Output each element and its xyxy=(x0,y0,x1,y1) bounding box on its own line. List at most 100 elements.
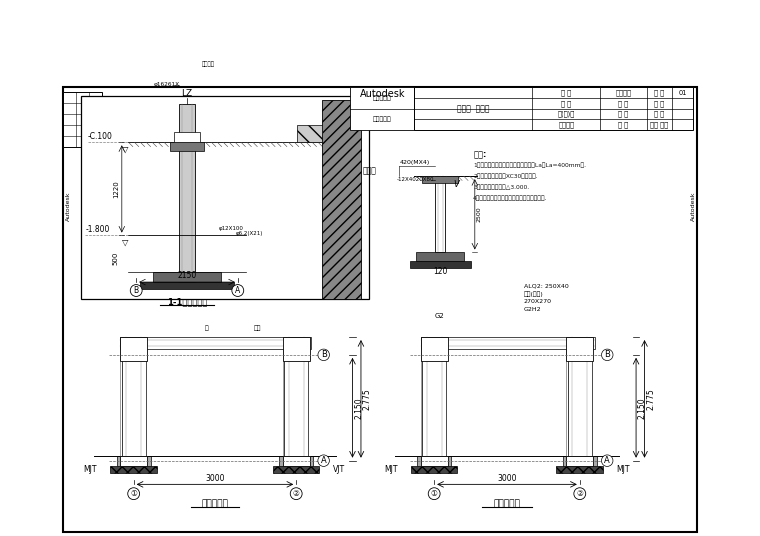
Text: 2.775: 2.775 xyxy=(646,388,655,410)
Text: 2150: 2150 xyxy=(177,271,197,280)
Text: 目 层: 目 层 xyxy=(654,110,664,117)
Text: B: B xyxy=(604,351,610,359)
Text: 图纸 内容: 图纸 内容 xyxy=(651,121,668,128)
Text: 270X270: 270X270 xyxy=(524,299,552,304)
Text: 图构件说: 图构件说 xyxy=(202,61,215,67)
Text: ▽: ▽ xyxy=(122,238,128,247)
Text: VJT: VJT xyxy=(333,465,345,474)
Text: ①: ① xyxy=(431,489,438,498)
Bar xyxy=(284,337,308,456)
Bar xyxy=(435,176,445,252)
Bar xyxy=(420,456,448,466)
Circle shape xyxy=(574,488,586,500)
Text: 审 查: 审 查 xyxy=(619,121,629,128)
Text: A: A xyxy=(604,456,610,465)
Bar xyxy=(297,125,322,143)
Text: 覆: 覆 xyxy=(204,326,208,331)
Bar xyxy=(279,456,313,466)
Text: 4、此样子宜仔量最最层现场实际尺寸平相定.: 4、此样子宜仔量最最层现场实际尺寸平相定. xyxy=(473,196,548,202)
Text: 500: 500 xyxy=(112,252,119,265)
Text: 2.775: 2.775 xyxy=(363,388,372,410)
Text: -C.100: -C.100 xyxy=(88,132,112,140)
Bar xyxy=(423,176,458,183)
Bar xyxy=(568,337,591,456)
Text: Autodesk: Autodesk xyxy=(691,191,695,221)
Text: 混凝土: 混凝土 xyxy=(363,167,377,175)
Bar xyxy=(417,456,451,466)
Text: 120: 120 xyxy=(433,266,448,276)
Text: A: A xyxy=(235,286,240,295)
Text: G2H2: G2H2 xyxy=(524,307,542,311)
Text: 平图页  基础图: 平图页 基础图 xyxy=(457,104,489,113)
Text: 图建主人: 图建主人 xyxy=(559,121,575,128)
Text: MJT: MJT xyxy=(384,465,397,474)
Text: 及 计: 及 计 xyxy=(619,110,629,117)
Text: Autodesk: Autodesk xyxy=(66,191,71,221)
Bar xyxy=(153,272,221,282)
Text: 详图比例图: 详图比例图 xyxy=(372,116,391,122)
Text: ①: ① xyxy=(130,489,137,498)
Text: 1220: 1220 xyxy=(113,180,119,198)
Text: B: B xyxy=(321,351,327,359)
Bar xyxy=(120,456,147,466)
Text: 420(MX4): 420(MX4) xyxy=(400,160,429,165)
Text: 2500: 2500 xyxy=(477,206,482,222)
Bar xyxy=(322,100,360,299)
Bar xyxy=(566,337,594,361)
Text: MJT: MJT xyxy=(84,465,97,474)
Bar xyxy=(122,337,145,456)
Text: 见 批: 见 批 xyxy=(619,100,629,107)
Bar xyxy=(120,337,147,361)
Text: -1.800: -1.800 xyxy=(85,225,109,234)
Bar xyxy=(174,132,200,143)
Bar xyxy=(566,456,594,466)
Text: 审 文: 审 文 xyxy=(561,90,572,96)
Bar xyxy=(81,96,369,299)
Bar xyxy=(410,261,470,267)
Text: 2.150: 2.150 xyxy=(638,397,647,419)
Text: 立柱平台图: 立柱平台图 xyxy=(201,500,228,508)
Text: ▽: ▽ xyxy=(122,145,128,154)
Text: 1-1基础剖面图: 1-1基础剖面图 xyxy=(166,297,207,306)
Text: ②: ② xyxy=(576,489,583,498)
Bar xyxy=(141,282,233,289)
Bar xyxy=(63,92,103,147)
Text: A: A xyxy=(321,456,327,465)
Text: 01: 01 xyxy=(679,90,687,95)
Text: 中国单元: 中国单元 xyxy=(616,90,632,96)
Text: LZ: LZ xyxy=(182,88,192,98)
Text: 专 业: 专 业 xyxy=(654,100,664,107)
Circle shape xyxy=(128,488,140,500)
Bar xyxy=(420,337,448,361)
Bar xyxy=(283,456,310,466)
Text: 1、主中钢筋箍筋长度未标明者初末端La（La=400mm）.: 1、主中钢筋箍筋长度未标明者初末端La（La=400mm）. xyxy=(473,163,586,168)
Text: 3000: 3000 xyxy=(205,474,225,483)
Text: G2: G2 xyxy=(435,314,444,319)
Text: 2.150: 2.150 xyxy=(354,397,363,419)
Text: 3000: 3000 xyxy=(497,474,517,483)
Text: MJT: MJT xyxy=(616,465,630,474)
Bar xyxy=(420,337,595,349)
Bar xyxy=(414,87,693,130)
Circle shape xyxy=(232,285,244,296)
Bar xyxy=(350,87,414,130)
Text: ALQ2: 250X40: ALQ2: 250X40 xyxy=(524,284,568,289)
Bar xyxy=(120,337,312,349)
Text: -12X4020X80: -12X4020X80 xyxy=(397,177,435,182)
Text: 2、混凝土强度等级XC30合格品）.: 2、混凝土强度等级XC30合格品）. xyxy=(473,174,538,179)
Bar xyxy=(411,466,458,473)
Text: 说明:: 说明: xyxy=(473,151,486,160)
Bar xyxy=(556,466,603,473)
Text: 主(层)计: 主(层)计 xyxy=(558,110,575,117)
Text: 审 查: 审 查 xyxy=(561,100,572,107)
Bar xyxy=(170,143,204,151)
Text: 基础平面图: 基础平面图 xyxy=(493,500,521,508)
Text: φ12X100: φ12X100 xyxy=(219,226,244,231)
Text: 梁脚: 梁脚 xyxy=(254,326,261,331)
Text: Autodesk: Autodesk xyxy=(359,89,405,99)
Circle shape xyxy=(130,285,142,296)
Text: B: B xyxy=(134,286,139,295)
Bar xyxy=(179,105,195,282)
Text: 图 号: 图 号 xyxy=(654,90,664,96)
Circle shape xyxy=(290,488,302,500)
